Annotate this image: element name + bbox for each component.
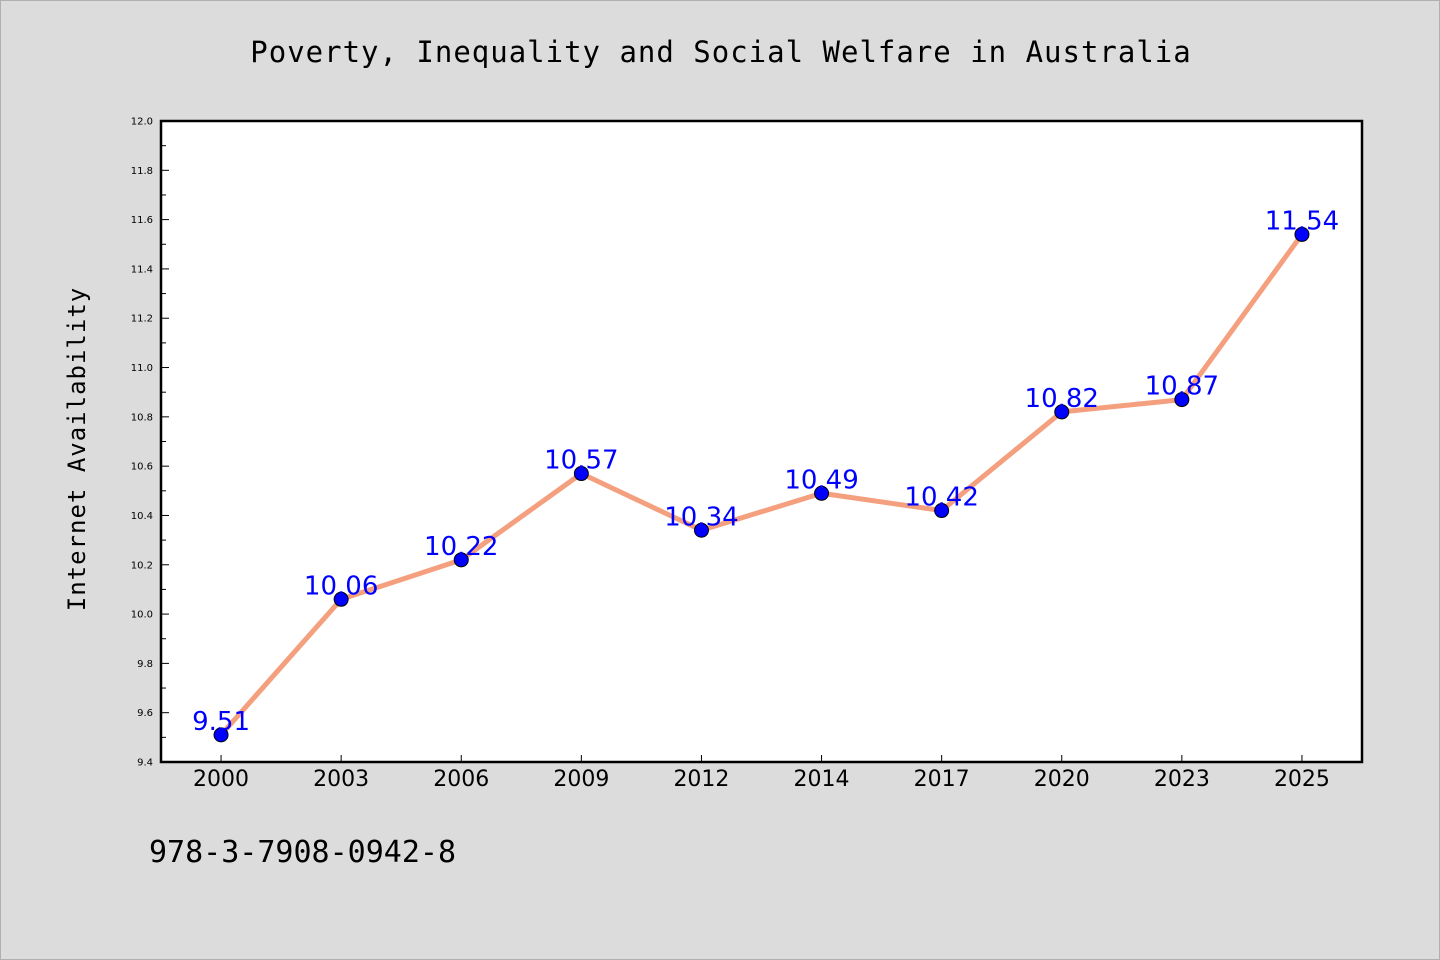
y-tick-label: 10.6 [131, 462, 153, 473]
data-label: 10.34 [664, 502, 738, 532]
data-label: 10.06 [304, 571, 378, 601]
data-point [573, 466, 589, 482]
data-label: 10.87 [1145, 372, 1219, 402]
y-tick-label: 11.2 [131, 314, 153, 325]
data-label: 10.57 [544, 446, 618, 476]
data-label: 10.49 [784, 465, 858, 495]
y-tick-label: 11.4 [131, 264, 153, 275]
data-point [1294, 226, 1310, 242]
x-tick-label: 2025 [1274, 767, 1330, 792]
x-tick-label: 2006 [433, 767, 489, 792]
data-label: 11.54 [1265, 206, 1339, 236]
data-label: 9.51 [192, 707, 250, 737]
x-tick-label: 2023 [1154, 767, 1210, 792]
data-label: 10.42 [904, 483, 978, 513]
y-tick-label: 11.6 [131, 215, 153, 226]
isbn-text: 978-3-7908-0942-8 [149, 835, 457, 870]
data-point [1054, 404, 1070, 420]
plot-frame [159, 119, 1364, 764]
data-label: 10.82 [1025, 384, 1099, 414]
y-tick-label: 10.4 [131, 511, 153, 522]
y-tick-label: 10.2 [131, 560, 153, 571]
x-tick-label: 2003 [313, 767, 369, 792]
x-tick-label: 2000 [193, 767, 249, 792]
x-tick-label: 2009 [553, 767, 609, 792]
y-tick-label: 12.0 [131, 117, 153, 128]
y-tick-label: 9.4 [137, 758, 153, 769]
series-line [218, 231, 1305, 738]
data-point [693, 522, 709, 538]
x-tick-label: 2012 [673, 767, 729, 792]
y-tick-label: 11.0 [131, 363, 153, 374]
data-label: 10.22 [424, 532, 498, 562]
x-tick-label: 2014 [794, 767, 850, 792]
y-tick-label: 10.0 [131, 610, 153, 621]
data-point [934, 503, 950, 519]
y-tick-label: 9.8 [137, 659, 153, 670]
x-tick-label: 2017 [914, 767, 970, 792]
y-tick-label: 11.8 [131, 166, 153, 177]
data-point [333, 591, 349, 607]
x-tick-label: 2020 [1034, 767, 1090, 792]
data-point [814, 485, 830, 501]
data-point [213, 727, 229, 743]
data-point [1174, 392, 1190, 408]
plot-area [161, 121, 1362, 762]
y-tick-label: 9.6 [137, 708, 153, 719]
y-tick-label: 10.8 [131, 412, 153, 423]
chart-title: Poverty, Inequality and Social Welfare i… [250, 35, 1192, 69]
data-point [453, 552, 469, 568]
